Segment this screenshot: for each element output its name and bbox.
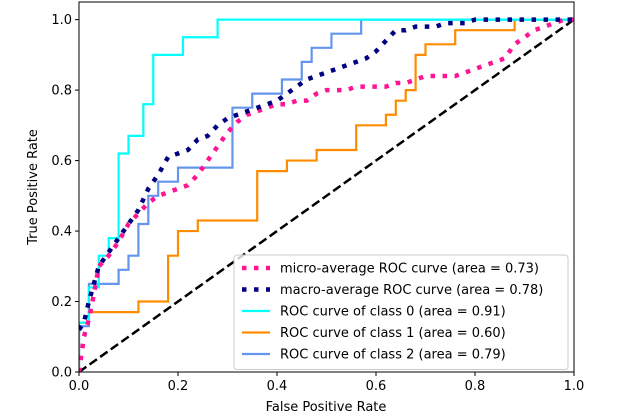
series-line-0	[79, 17, 574, 372]
legend-entry-label: macro-average ROC curve (area = 0.78)	[280, 283, 543, 298]
legend-entry-label: ROC curve of class 0 (area = 0.91)	[280, 305, 506, 320]
x-axis-label: False Positive Rate	[266, 400, 387, 415]
series-line-3	[79, 18, 574, 372]
legend-entry-label: micro-average ROC curve (area = 0.73)	[280, 262, 539, 277]
x-tick-label: 0.4	[267, 379, 288, 394]
legend-entry-label: ROC curve of class 2 (area = 0.79)	[280, 348, 506, 363]
legend-box	[233, 254, 569, 370]
chance-diagonal-line	[79, 18, 574, 372]
plot-frame	[78, 1, 575, 373]
y-tick-label: 0.4	[51, 225, 72, 240]
series-line-4	[79, 18, 574, 372]
plot-area	[79, 17, 574, 372]
series-line-1	[79, 17, 574, 332]
x-tick-label: 1.0	[564, 379, 585, 394]
x-tick-label: 0.8	[465, 379, 486, 394]
x-tick-label: 0.0	[69, 379, 90, 394]
x-axis: 0.0 0.2 0.4 0.6 0.8 1.0	[69, 372, 585, 394]
y-axis: 0.0 0.2 0.4 0.6 0.8 1.0	[51, 13, 79, 381]
y-tick-label: 0.0	[51, 366, 72, 381]
y-tick-label: 1.0	[51, 13, 72, 28]
legend-entry-label: ROC curve of class 1 (area = 0.60)	[280, 326, 506, 341]
legend: micro-average ROC curve (area = 0.73) mac…	[233, 254, 569, 370]
y-axis-label: True Positive Rate	[26, 129, 41, 246]
x-tick-label: 0.2	[168, 379, 189, 394]
y-tick-label: 0.6	[51, 154, 72, 169]
x-tick-label: 0.6	[366, 379, 387, 394]
y-tick-label: 0.8	[51, 84, 72, 99]
y-tick-label: 0.2	[51, 295, 72, 310]
